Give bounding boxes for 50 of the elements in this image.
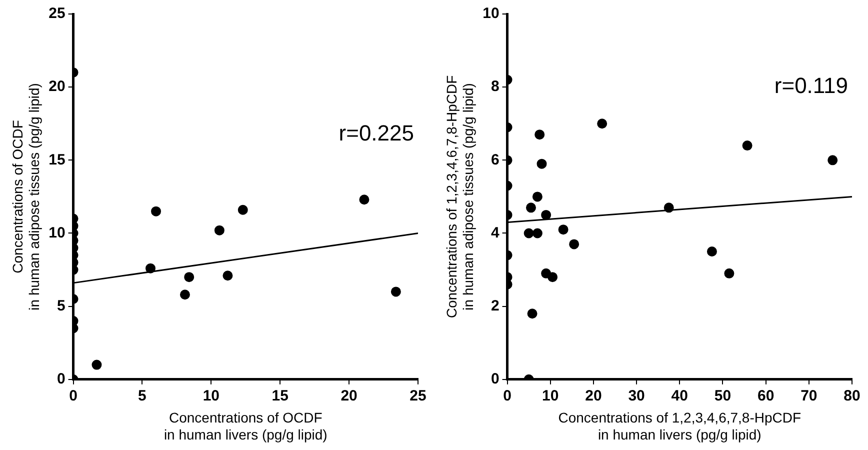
point	[828, 155, 838, 166]
y-tick-label: 20	[48, 78, 66, 96]
point	[558, 224, 568, 235]
point	[724, 268, 734, 278]
point	[706, 246, 717, 257]
x-axis-title: Concentrations of 1,2,3,4,6,7,8-HpCDF in human livers (pg/g lipid)	[558, 410, 802, 442]
x-tick-label: 70	[800, 388, 818, 405]
y-tick-label: 0	[490, 370, 500, 388]
x-tick-label: 15	[272, 388, 288, 405]
x-tick-label: 0	[69, 388, 78, 405]
y-tick-label: 4	[490, 224, 500, 242]
x-tick-label: 0	[503, 388, 512, 405]
point	[541, 210, 552, 220]
y-axis-title: Concentrations of OCDF in human adipose tissues (pg/g lipid)	[9, 83, 42, 310]
point	[742, 140, 752, 151]
point	[524, 228, 534, 238]
x-tick-label: 40	[671, 388, 688, 405]
point	[526, 202, 536, 213]
y-tick-label: 15	[48, 151, 66, 168]
point	[548, 272, 558, 282]
x-tick-label: 25	[410, 388, 426, 405]
point	[527, 308, 538, 319]
y-tick-label: 0	[56, 370, 66, 388]
x-tick-label: 10	[542, 388, 559, 405]
y-tick-label: 6	[490, 151, 500, 168]
y-tick-label: 25	[48, 5, 66, 22]
y-tick-label: 2	[490, 297, 500, 314]
point	[534, 130, 545, 140]
annotation: r=0.119	[774, 73, 848, 98]
point	[597, 118, 608, 129]
x-tick-label: 30	[628, 388, 645, 405]
x-tick-label: 10	[202, 388, 220, 405]
y-tick-label: 5	[56, 297, 66, 314]
x-tick-label: 80	[844, 388, 860, 405]
point	[536, 158, 547, 169]
point	[532, 192, 542, 202]
x-tick-label: 50	[714, 388, 732, 405]
x-tick-label: 5	[138, 388, 146, 405]
x-axis-title: Concentrations of OCDF in human livers (pg/g lipid)	[164, 410, 328, 442]
point	[569, 239, 580, 250]
y-tick-label: 10	[482, 5, 500, 22]
annotation: r=0.225	[338, 120, 414, 146]
x-tick-label: 20	[585, 388, 602, 405]
y-axis-title: Concentrations of 1,2,3,4,6,7,8-HpCDF in human adipose tissues (pg/g lipid)	[443, 75, 476, 318]
point	[664, 202, 674, 213]
x-tick-label: 20	[340, 388, 358, 405]
y-tick-label: 10	[48, 224, 66, 242]
x-tick-label: 60	[757, 388, 774, 405]
point	[532, 228, 542, 238]
y-tick-label: 8	[490, 78, 500, 96]
